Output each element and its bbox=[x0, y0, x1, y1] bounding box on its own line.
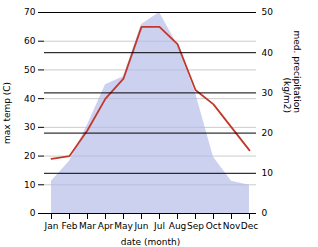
svg-text:40: 40 bbox=[262, 48, 274, 58]
svg-text:med. precipitation(kg/m2): med. precipitation(kg/m2) bbox=[282, 31, 302, 113]
svg-text:May: May bbox=[114, 221, 133, 231]
svg-text:Jun: Jun bbox=[133, 221, 148, 231]
svg-text:max temp (C): max temp (C) bbox=[2, 82, 12, 144]
svg-text:Aug: Aug bbox=[169, 221, 187, 231]
svg-text:Sep: Sep bbox=[187, 221, 204, 231]
svg-text:date (month): date (month) bbox=[121, 237, 180, 247]
svg-text:30: 30 bbox=[24, 122, 36, 132]
svg-text:50: 50 bbox=[262, 7, 274, 17]
svg-text:Dec: Dec bbox=[241, 221, 258, 231]
svg-text:Jul: Jul bbox=[153, 221, 165, 231]
svg-text:Feb: Feb bbox=[62, 221, 78, 231]
svg-text:10: 10 bbox=[262, 168, 274, 178]
svg-text:Oct: Oct bbox=[206, 221, 222, 231]
svg-text:Mar: Mar bbox=[79, 221, 96, 231]
svg-text:50: 50 bbox=[24, 65, 36, 75]
svg-text:0: 0 bbox=[30, 208, 36, 218]
svg-text:Apr: Apr bbox=[98, 221, 114, 231]
svg-text:Jan: Jan bbox=[44, 221, 59, 231]
svg-text:20: 20 bbox=[262, 128, 274, 138]
svg-text:0: 0 bbox=[262, 208, 268, 218]
svg-text:40: 40 bbox=[24, 94, 36, 104]
svg-text:10: 10 bbox=[24, 180, 36, 190]
svg-text:70: 70 bbox=[24, 7, 36, 17]
svg-text:Nov: Nov bbox=[223, 221, 241, 231]
svg-text:30: 30 bbox=[262, 88, 274, 98]
svg-text:60: 60 bbox=[24, 36, 36, 46]
svg-text:20: 20 bbox=[24, 151, 36, 161]
